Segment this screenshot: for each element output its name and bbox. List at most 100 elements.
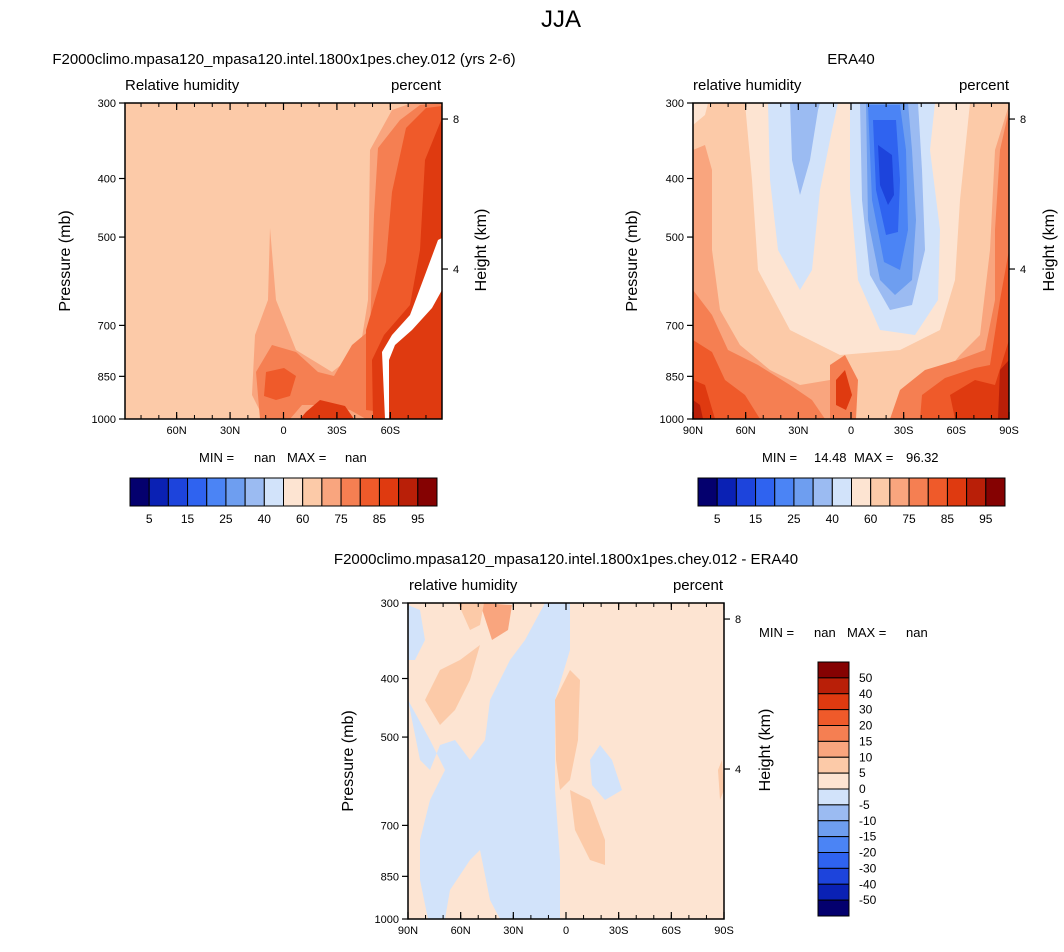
min-label: MIN = bbox=[759, 625, 794, 640]
contour-lower-band bbox=[300, 400, 354, 419]
x-tick-label: 30N bbox=[503, 925, 523, 937]
colorbar-label: 25 bbox=[787, 512, 801, 526]
colorbar-box bbox=[263, 477, 284, 507]
colorbar-box bbox=[129, 477, 150, 507]
colorbar-box bbox=[985, 477, 1006, 507]
contour-40-50-left bbox=[768, 103, 838, 290]
contour-75-80-b bbox=[920, 250, 1009, 419]
max-label: MAX = bbox=[854, 450, 893, 465]
units-label: percent bbox=[391, 77, 442, 94]
y-tick-label: 700 bbox=[666, 320, 684, 332]
height-tick-label: 8 bbox=[1020, 114, 1026, 126]
colorbar-box bbox=[697, 477, 718, 507]
right-axis-label: Height (km) bbox=[1041, 209, 1058, 292]
contour-neg5-0-c bbox=[408, 605, 425, 660]
contour-60-70-right bbox=[915, 105, 1009, 419]
colorbar-label: 25 bbox=[219, 512, 233, 526]
contour-60-70-left bbox=[693, 145, 845, 419]
colorbar-box bbox=[817, 772, 850, 790]
colorbar-box bbox=[398, 477, 419, 507]
colorbar-label: 95 bbox=[411, 512, 425, 526]
colorbar-box bbox=[817, 883, 850, 901]
min-value: 14.48 bbox=[814, 450, 847, 465]
panel-title: F2000climo.mpasa120_mpasa120.intel.1800x… bbox=[334, 551, 798, 568]
colorbar-box bbox=[851, 477, 872, 507]
y-tick-label: 400 bbox=[381, 674, 399, 686]
colorbar-label: 60 bbox=[296, 512, 310, 526]
colorbar-box bbox=[817, 852, 850, 869]
height-tick-label: 8 bbox=[735, 614, 741, 626]
colorbar-label: -30 bbox=[859, 861, 877, 875]
colorbar-box bbox=[927, 477, 948, 507]
x-tick-label: 30N bbox=[788, 425, 808, 437]
colorbar-box bbox=[966, 477, 987, 507]
colorbar-box bbox=[340, 477, 361, 507]
colorbar-box bbox=[817, 677, 850, 695]
variable-label: relative humidity bbox=[409, 577, 518, 594]
colorbar-label: 75 bbox=[902, 512, 916, 526]
colorbar-box bbox=[167, 477, 189, 507]
y-axis-label: Pressure (mb) bbox=[57, 210, 74, 311]
y-tick-label: 1000 bbox=[375, 914, 399, 926]
contour-80-85-c bbox=[950, 340, 1009, 419]
colorbar-label: -5 bbox=[859, 798, 870, 812]
y-tick-label: 400 bbox=[98, 174, 116, 186]
contour-85-95 bbox=[693, 400, 703, 419]
colorbar-box bbox=[225, 477, 246, 507]
max-label: MAX = bbox=[847, 625, 886, 640]
colorbar-label: 85 bbox=[941, 512, 955, 526]
colorbar-box bbox=[889, 477, 910, 507]
height-tick-label: 4 bbox=[453, 264, 459, 276]
colorbar-label: -10 bbox=[859, 814, 877, 828]
axes: 300 400 500 700 850 1000 60N 30N 0 30S 60S 8 4 bbox=[92, 98, 460, 437]
contour-85-95-b bbox=[998, 360, 1009, 419]
colorbar-box bbox=[831, 477, 852, 507]
x-tick-label: 60S bbox=[662, 925, 682, 937]
colorbar-box bbox=[716, 477, 737, 507]
x-tick-label: 90S bbox=[999, 425, 1019, 437]
units-label: percent bbox=[673, 577, 724, 594]
min-value: nan bbox=[254, 450, 276, 465]
colorbar-label: 15 bbox=[859, 734, 873, 748]
x-tick-label: 60S bbox=[381, 425, 401, 437]
contour-30-40 bbox=[790, 103, 820, 195]
contour-0-5-band bbox=[425, 645, 480, 725]
colorbar-label: 60 bbox=[864, 512, 878, 526]
colorbar-box bbox=[302, 477, 323, 507]
y-tick-label: 700 bbox=[381, 820, 399, 832]
colorbar-box bbox=[817, 820, 850, 838]
y-tick-label: 700 bbox=[98, 320, 116, 332]
x-tick-label: 30S bbox=[609, 925, 629, 937]
contour-neg5-0-b bbox=[590, 745, 622, 800]
contour-0-5-right bbox=[718, 760, 724, 800]
contour-75-80 bbox=[264, 368, 296, 400]
colorbar-box bbox=[817, 709, 850, 726]
colorbar-label: 85 bbox=[373, 512, 387, 526]
panel-title: ERA40 bbox=[827, 51, 875, 68]
min-value: nan bbox=[814, 625, 836, 640]
colorbar-box bbox=[735, 477, 757, 507]
y-tick-label: 1000 bbox=[660, 414, 684, 426]
contour-0-5-low bbox=[570, 790, 605, 865]
colorbar-label: 40 bbox=[826, 512, 840, 526]
contour-80-85 bbox=[836, 370, 852, 410]
colorbar-box bbox=[793, 477, 814, 507]
contour-neg5-0 bbox=[408, 603, 570, 919]
contour-field bbox=[125, 103, 442, 419]
contour-10-15 bbox=[878, 145, 894, 205]
colorbar-box bbox=[378, 477, 400, 507]
height-tick-label: 4 bbox=[735, 764, 741, 776]
colorbar-box bbox=[283, 477, 304, 507]
colorbar-box bbox=[817, 740, 850, 758]
variable-label: Relative humidity bbox=[125, 77, 240, 94]
colorbar-label: 5 bbox=[146, 512, 153, 526]
panel-title: F2000climo.mpasa120_mpasa120.intel.1800x… bbox=[52, 51, 515, 68]
colorbar-box bbox=[817, 899, 850, 917]
colorbar-box bbox=[817, 756, 850, 774]
colorbar-box bbox=[755, 477, 776, 507]
x-tick-label: 30N bbox=[220, 425, 240, 437]
colorbar-box bbox=[817, 725, 850, 742]
x-tick-label: 90N bbox=[398, 925, 418, 937]
colorbar-box bbox=[148, 477, 169, 507]
